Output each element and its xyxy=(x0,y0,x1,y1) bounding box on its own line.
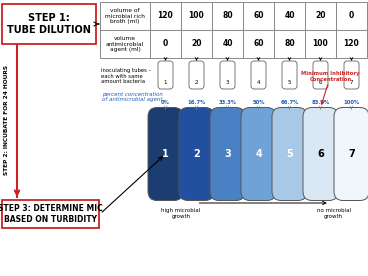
Text: no microbial
growth: no microbial growth xyxy=(317,208,351,219)
FancyBboxPatch shape xyxy=(344,61,359,89)
Text: 16.7%: 16.7% xyxy=(187,100,206,105)
Text: 20: 20 xyxy=(191,39,202,49)
Text: percent concentration
of antimicrobial agent: percent concentration of antimicrobial a… xyxy=(102,92,163,102)
FancyBboxPatch shape xyxy=(241,107,276,200)
Text: 80: 80 xyxy=(222,12,233,20)
FancyBboxPatch shape xyxy=(313,61,328,89)
Text: 100: 100 xyxy=(313,39,328,49)
FancyBboxPatch shape xyxy=(272,107,307,200)
Text: inoculating tubes –
each with same
amount bacteria: inoculating tubes – each with same amoun… xyxy=(101,68,151,84)
Text: STEP 2: INCUBATE FOR 24 HOURS: STEP 2: INCUBATE FOR 24 HOURS xyxy=(4,65,10,175)
FancyBboxPatch shape xyxy=(220,61,235,89)
Text: 5: 5 xyxy=(288,79,291,84)
Text: 0: 0 xyxy=(349,12,354,20)
Text: 3: 3 xyxy=(226,79,229,84)
Text: 100%: 100% xyxy=(343,100,360,105)
Text: high microbial
growth: high microbial growth xyxy=(162,208,201,219)
Text: 33.3%: 33.3% xyxy=(219,100,237,105)
Text: 60: 60 xyxy=(253,12,264,20)
Text: 20: 20 xyxy=(315,12,326,20)
Text: 2: 2 xyxy=(195,79,198,84)
Text: STEP 1:
TUBE DILUTION: STEP 1: TUBE DILUTION xyxy=(7,13,91,35)
Text: 5: 5 xyxy=(286,149,293,159)
Text: 3: 3 xyxy=(224,149,231,159)
Bar xyxy=(2,4,96,44)
Text: 4: 4 xyxy=(257,79,260,84)
Text: Minimum Inhibitory
Concentration: Minimum Inhibitory Concentration xyxy=(301,71,360,82)
Text: 120: 120 xyxy=(158,12,173,20)
FancyBboxPatch shape xyxy=(189,61,204,89)
Text: 40: 40 xyxy=(284,12,295,20)
FancyBboxPatch shape xyxy=(334,107,368,200)
Text: 2: 2 xyxy=(193,149,200,159)
FancyBboxPatch shape xyxy=(303,107,338,200)
Bar xyxy=(100,2,367,58)
Text: 6: 6 xyxy=(319,79,322,84)
Text: 40: 40 xyxy=(222,39,233,49)
Text: 83.3%: 83.3% xyxy=(311,100,330,105)
Text: STEP 3: DETERMINE MIC
BASED ON TURBIDITY: STEP 3: DETERMINE MIC BASED ON TURBIDITY xyxy=(0,204,103,224)
Text: 0: 0 xyxy=(163,39,168,49)
Text: 60: 60 xyxy=(253,39,264,49)
Text: 50%: 50% xyxy=(252,100,265,105)
Text: 6: 6 xyxy=(317,149,324,159)
Text: volume
antimicrobial
agent (ml): volume antimicrobial agent (ml) xyxy=(106,36,144,52)
FancyBboxPatch shape xyxy=(210,107,245,200)
Text: 100: 100 xyxy=(189,12,204,20)
Text: 1: 1 xyxy=(162,149,169,159)
Text: volume of
microbial rich
broth (ml): volume of microbial rich broth (ml) xyxy=(105,8,145,24)
FancyBboxPatch shape xyxy=(179,107,214,200)
Text: 4: 4 xyxy=(255,149,262,159)
FancyBboxPatch shape xyxy=(148,107,183,200)
Text: 7: 7 xyxy=(348,149,355,159)
Text: 80: 80 xyxy=(284,39,295,49)
Bar xyxy=(2,200,99,228)
Text: 1: 1 xyxy=(164,79,167,84)
Text: 120: 120 xyxy=(344,39,360,49)
Text: 0%: 0% xyxy=(161,100,170,105)
FancyBboxPatch shape xyxy=(158,61,173,89)
FancyBboxPatch shape xyxy=(282,61,297,89)
Text: 7: 7 xyxy=(350,79,353,84)
FancyBboxPatch shape xyxy=(251,61,266,89)
Text: 66.7%: 66.7% xyxy=(280,100,299,105)
